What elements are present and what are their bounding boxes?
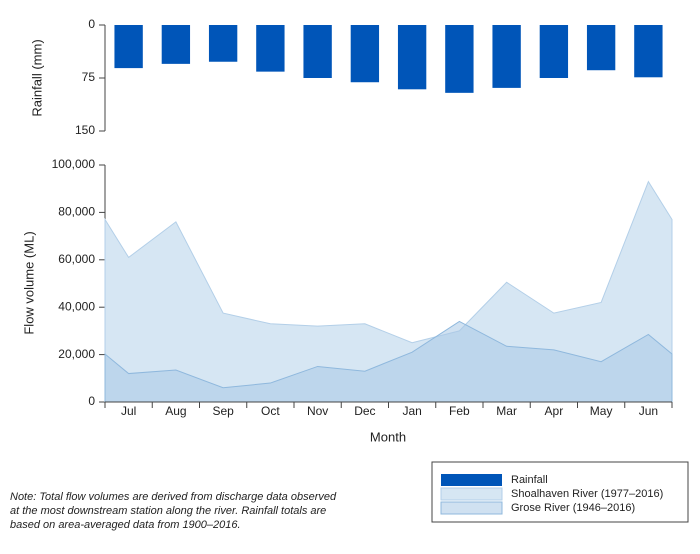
area: [104, 180, 673, 403]
x-tick-label: Feb: [449, 404, 470, 418]
x-tick-label: Aug: [165, 404, 186, 418]
y-axis-label: Flow volume (ML): [21, 231, 36, 334]
bar: [256, 25, 285, 72]
note: at the most downstream station along the…: [10, 505, 326, 517]
bar: [634, 25, 663, 78]
legend-swatch: [440, 501, 503, 515]
legend-label: Grose River (1946–2016): [511, 502, 635, 514]
x-tick-label: Jul: [121, 404, 136, 418]
legend-swatch: [440, 487, 503, 501]
bar: [303, 25, 332, 78]
bar: [586, 25, 616, 71]
legend-swatch: [441, 474, 502, 486]
y-tick-label: 100,000: [52, 157, 96, 171]
bar: [208, 25, 238, 62]
x-tick-label: Sep: [212, 404, 234, 418]
bar: [539, 25, 569, 78]
bar: [161, 25, 191, 64]
y-tick-label: 0: [88, 17, 95, 31]
bar: [350, 25, 380, 83]
note: based on area-averaged data from 1900–20…: [10, 519, 241, 531]
area: [104, 320, 673, 403]
y-tick-label: 0: [88, 394, 95, 408]
x-tick-label: Mar: [496, 404, 517, 418]
legend-label: Rainfall: [511, 474, 548, 486]
y-tick-label: 80,000: [58, 205, 95, 219]
x-tick-label: May: [590, 404, 613, 418]
y-tick-label: 150: [75, 123, 95, 137]
x-tick-label: Apr: [545, 404, 564, 418]
bar: [492, 25, 521, 88]
x-axis-label: Month: [370, 429, 406, 444]
x-tick-label: Jan: [402, 404, 421, 418]
note: Note: Total flow volumes are derived fro…: [10, 491, 337, 503]
y-tick-label: 40,000: [58, 299, 95, 313]
x-tick-label: Nov: [307, 404, 328, 418]
x-tick-label: Jun: [639, 404, 658, 418]
x-tick-label: Dec: [354, 404, 375, 418]
legend-label: Shoalhaven River (1977–2016): [511, 488, 663, 500]
bar: [445, 25, 474, 93]
bar: [397, 25, 427, 90]
y-tick-label: 20,000: [58, 347, 95, 361]
bar: [114, 25, 143, 69]
y-axis-label: Rainfall (mm): [29, 39, 44, 116]
y-tick-label: 75: [82, 70, 96, 84]
y-tick-label: 60,000: [58, 252, 95, 266]
x-tick-label: Oct: [261, 404, 280, 418]
